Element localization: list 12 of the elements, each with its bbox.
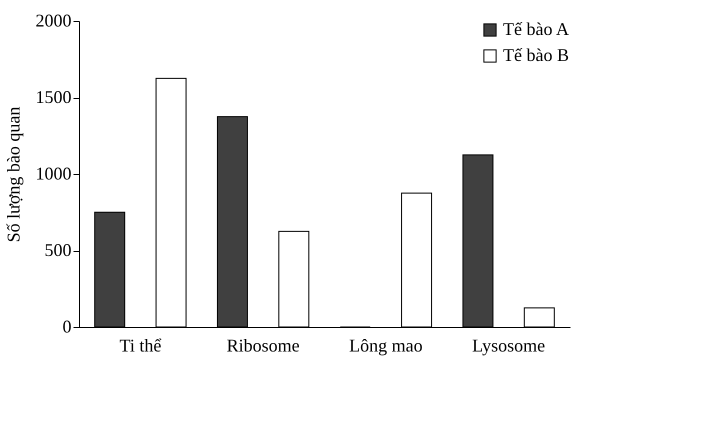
x-tick-label: Lysosome: [472, 336, 546, 356]
y-tick-label: 0: [62, 316, 72, 336]
x-tick-label: Lông mao: [349, 336, 423, 356]
y-tick-label: 500: [44, 240, 72, 260]
legend-label: Tế bào B: [503, 45, 569, 65]
y-tick-label: 1000: [36, 164, 72, 184]
legend-label: Tế bào A: [503, 19, 569, 39]
x-tick-label: Ti thể: [119, 336, 162, 356]
y-tick-label: 1500: [36, 87, 72, 107]
y-axis-title: Số lượng bào quan: [4, 106, 24, 242]
y-tick-label: 2000: [36, 10, 72, 30]
x-tick-label: Ribosome: [226, 336, 300, 356]
